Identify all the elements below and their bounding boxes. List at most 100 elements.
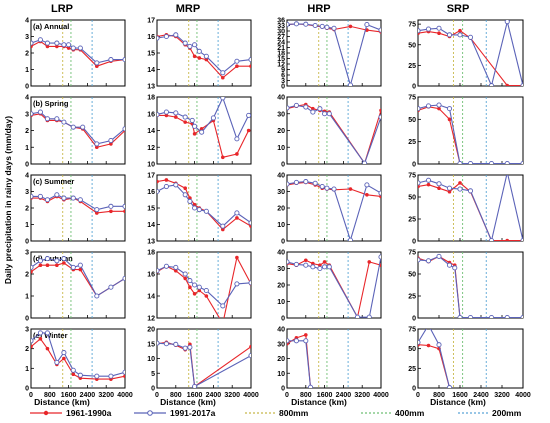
series-1961-1990a-point — [197, 56, 202, 60]
series-1991-2017a-point — [488, 161, 495, 164]
y-tick-label: 0 — [25, 162, 29, 169]
series-1991-2017a-point — [378, 254, 381, 260]
panel-hrp-2: 0 10 20 30 40 — [277, 95, 382, 169]
y-tick-label: 1 — [25, 294, 29, 301]
y-tick-label: 10 — [147, 162, 155, 169]
y-tick-label: 1 — [25, 67, 29, 74]
series-1991-2017a-point — [425, 177, 432, 183]
series-1961-1990a-point — [235, 152, 239, 156]
series-1991-2017a-point — [192, 383, 198, 388]
y-tick-label: 30 — [277, 189, 285, 196]
series-1991-2017a-point — [293, 179, 299, 185]
plot-area — [157, 178, 251, 232]
panel-label: (e) Winter — [33, 331, 68, 340]
x-tick-label: 4000 — [243, 392, 259, 399]
series-1961-1990a-point — [199, 127, 204, 131]
plot-area — [287, 21, 381, 86]
panel-frame — [417, 251, 524, 319]
series-1991-2017a-point — [157, 112, 160, 118]
series-1991-2017a-point — [44, 40, 51, 46]
legend-label-1961-1990a: 1961-1990a — [66, 408, 112, 418]
y-tick-label: 2 — [25, 206, 29, 213]
series-1991-2017a-point — [418, 180, 421, 186]
series-1961-1990a-point — [246, 128, 251, 133]
series-1991-2017a-point — [418, 257, 421, 263]
y-tick-label: 40 — [277, 173, 285, 180]
series-1991-2017a-point — [488, 315, 495, 318]
series-1991-2017a-point — [310, 264, 316, 270]
series-1991-2017a-point — [187, 278, 193, 284]
plot-area — [418, 175, 523, 241]
series-1961-1990a-point — [55, 44, 59, 49]
series-1961-1990a-point — [62, 356, 66, 361]
y-tick-label: 20 — [147, 327, 155, 334]
series-1961-1990a-point — [311, 261, 315, 266]
series-1991-2017a-point — [61, 195, 67, 201]
series-1991-2017a-point — [196, 207, 202, 213]
y-tick-label: 6 — [281, 73, 285, 80]
series-1961-1990a-point — [31, 270, 33, 274]
y-tick-label: 14 — [147, 222, 155, 229]
y-tick-label: 25 — [408, 366, 416, 373]
series-1991-2017a-point — [220, 97, 226, 101]
y-tick-label: 40 — [277, 95, 285, 102]
series-1991-2017a-point — [122, 275, 125, 281]
x-tick-label: 800 — [300, 392, 312, 399]
series-1961-1990a-point — [204, 57, 209, 62]
series-1961-1990a-point — [348, 187, 353, 191]
series-1991-2017a-point — [163, 183, 169, 190]
series-1961-1990a-point — [379, 108, 381, 113]
x-tick-label: 0 — [29, 392, 33, 399]
series-1991-2017a-point — [307, 384, 314, 388]
series-1991-2017a-point — [520, 161, 523, 164]
x-axis-label-srp: Distance (km) — [430, 397, 486, 407]
panel-frame — [286, 251, 382, 319]
series-1991-2017a-point — [347, 237, 353, 241]
plot-area — [157, 97, 251, 160]
y-tick-label: 21 — [277, 45, 285, 52]
series-1991-2017a-point — [234, 281, 240, 287]
x-tick-label: 800 — [44, 392, 56, 399]
series-1961-1990a-point — [437, 31, 441, 35]
panel-frame — [286, 96, 382, 165]
series-1991-2017a-point — [303, 21, 309, 27]
series-1991-2017a-point — [317, 106, 323, 112]
series-1991-2017a-point — [220, 70, 226, 76]
series-1991-2017a-point — [192, 205, 198, 211]
series-1991-2017a-point — [425, 103, 432, 109]
series-1991-2017a-point — [122, 369, 125, 375]
y-axis-label: Daily precipitation in rainy days (mm/da… — [3, 116, 13, 284]
series-1961-1990a-point — [204, 294, 209, 298]
x-tick-label: 4000 — [117, 392, 133, 399]
y-tick-label: 0 — [281, 162, 285, 169]
series-1991-2017a-point — [108, 57, 114, 63]
series-1991-2017a-point — [446, 385, 453, 388]
series-1961-1990a-point — [78, 267, 83, 272]
y-tick-label: 0 — [281, 84, 285, 91]
x-tick-label: 0 — [285, 392, 289, 399]
y-tick-label: 10 — [277, 222, 285, 229]
y-tick-label: 20 — [277, 356, 285, 363]
panel-lrp-2: 0 1 2 3 4 (b) Spring — [25, 95, 126, 169]
series-1991-2017a-point — [163, 341, 169, 347]
x-tick-label: 800 — [170, 392, 182, 399]
series-1991-2017a-point — [248, 280, 251, 286]
y-tick-label: 50 — [408, 346, 416, 353]
series-1991-2017a-line — [31, 111, 125, 145]
y-tick-label: 25 — [408, 294, 416, 301]
y-tick-label: 16 — [147, 189, 155, 196]
plot-area — [287, 254, 381, 318]
series-1991-2017a-point — [436, 253, 442, 259]
panel-srp-1: 0 25 50 75 — [408, 19, 524, 91]
y-tick-label: 14 — [147, 67, 155, 74]
series-1961-1990a-point — [123, 209, 125, 214]
series-1961-1990a-point — [45, 44, 50, 49]
series-1961-1990a-point — [426, 182, 431, 187]
x-axis-label-mrp: Distance (km) — [160, 397, 216, 407]
series-1991-2017a-point — [196, 284, 202, 290]
series-1961-1990a-point — [45, 346, 50, 351]
series-1961-1990a-point — [311, 106, 315, 111]
series-1961-1990a-point — [45, 263, 50, 268]
y-tick-label: 50 — [408, 272, 416, 279]
